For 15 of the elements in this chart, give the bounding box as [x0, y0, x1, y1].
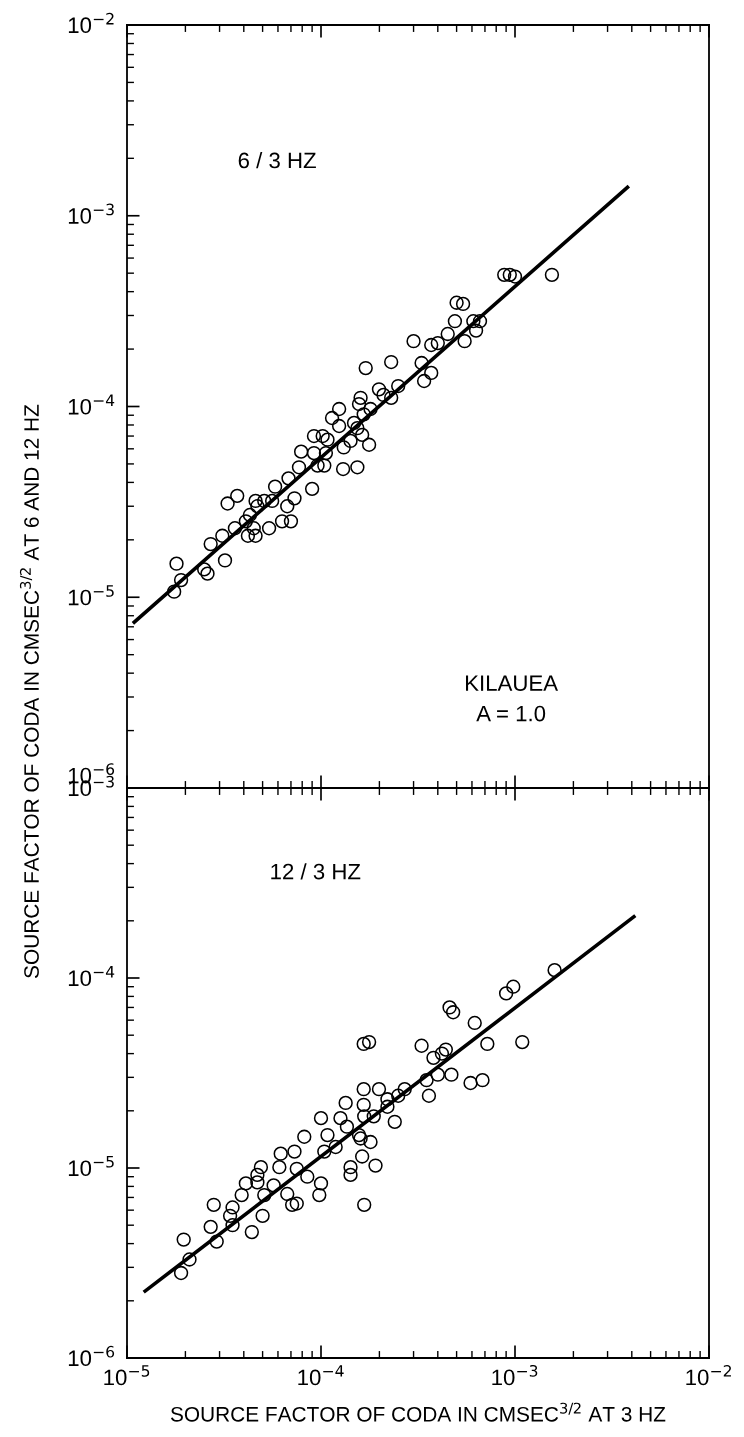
- y-axis-title: SOURCE FACTOR OF CODA IN CMSEC$^{3/2}$ AT 6 AND 12 HZ: [19, 404, 39, 978]
- y-tick-label: 10$^{−5}$: [68, 585, 114, 606]
- y-tick-label: 10$^{−3}$: [68, 203, 114, 224]
- annotation: KILAUEA A = 1.0: [466, 675, 559, 722]
- x-tick-label: 10$^{−3}$: [492, 1364, 538, 1386]
- x-tick-label: 10$^{−4}$: [298, 1365, 344, 1386]
- x-tick-label: 10$^{−2}$: [686, 1364, 731, 1386]
- y-tick-label: 10$^{−5}$: [68, 1156, 114, 1177]
- y-tick-label: 10$^{−4}$: [68, 394, 115, 415]
- y-tick-label: 10$^{−2}$: [68, 12, 114, 34]
- annotation: 6 / 3 HZ: [238, 151, 316, 169]
- y-tick-label: 10$^{−4}$: [68, 966, 115, 987]
- y-tick-label: 10$^{−6}$: [68, 1345, 115, 1367]
- annotation: 12 / 3 HZ: [271, 863, 361, 880]
- x-axis-title: SOURCE FACTOR OF CODA IN CMSEC$^{3/2}$ AT 3 HZ: [170, 1402, 666, 1422]
